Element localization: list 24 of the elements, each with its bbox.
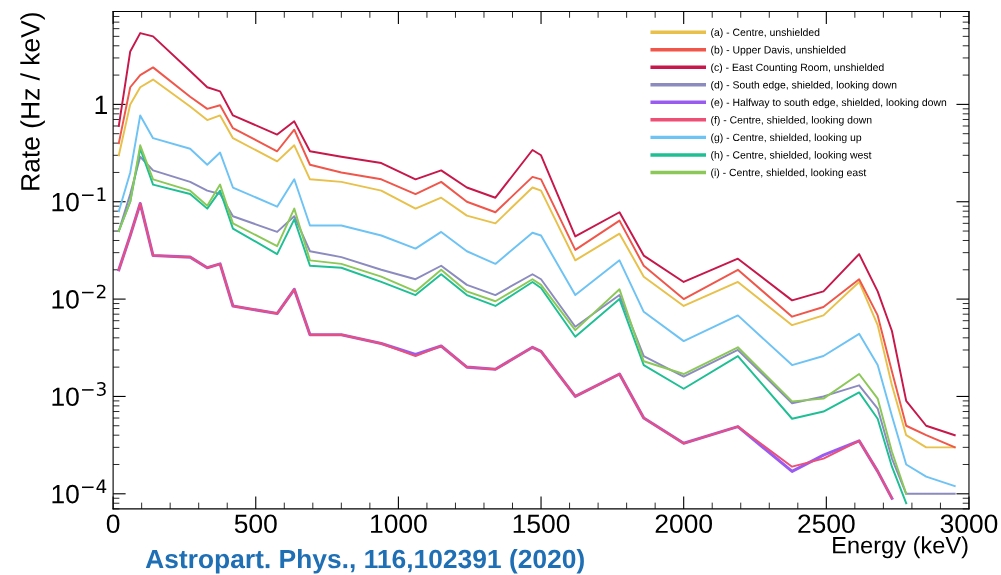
legend-label: (g) - Centre, shielded, looking up <box>711 133 862 144</box>
legend-label: (d) - South edge, shielded, looking down <box>711 80 897 91</box>
x-tick-label: 3000 <box>940 514 998 534</box>
legend-label: (e) - Halfway to south edge, shielded, looking down <box>711 98 947 109</box>
legend-label: (c) - East Counting Room, unshielded <box>711 63 884 74</box>
text: Astropart. Phys., 116,102391 (2020) <box>145 548 584 574</box>
y-tick-label: 10$^{−1}$ <box>52 187 106 212</box>
legend-label: (h) - Centre, shielded, looking west <box>711 151 872 161</box>
y-tick-label: 10$^{−4}$ <box>52 479 107 504</box>
legend-label: (a) - Centre, unshielded <box>711 28 820 39</box>
legend-label: (i) - Centre, shielded, looking east <box>711 168 867 179</box>
y-tick-label: 1 <box>95 95 107 114</box>
x-tick-label: 0 <box>106 514 120 534</box>
x-tick-label: 2000 <box>655 514 713 534</box>
x-tick-label: 1500 <box>513 514 570 534</box>
legend-label: (f) - Centre, shielded, looking down <box>711 115 872 126</box>
y-tick-label: 10$^{−2}$ <box>52 284 106 309</box>
y-axis-title: Rate (Hz / keV) <box>20 13 45 190</box>
x-tick-label: 1000 <box>371 514 427 534</box>
y-tick-label: 10$^{−3}$ <box>52 381 106 407</box>
legend-label: (b) - Upper Davis, unshielded <box>711 45 846 56</box>
x-tick-label: 500 <box>234 514 277 534</box>
x-tick-label: 2500 <box>798 514 855 534</box>
x-axis-title: Energy (keV) <box>833 536 968 559</box>
